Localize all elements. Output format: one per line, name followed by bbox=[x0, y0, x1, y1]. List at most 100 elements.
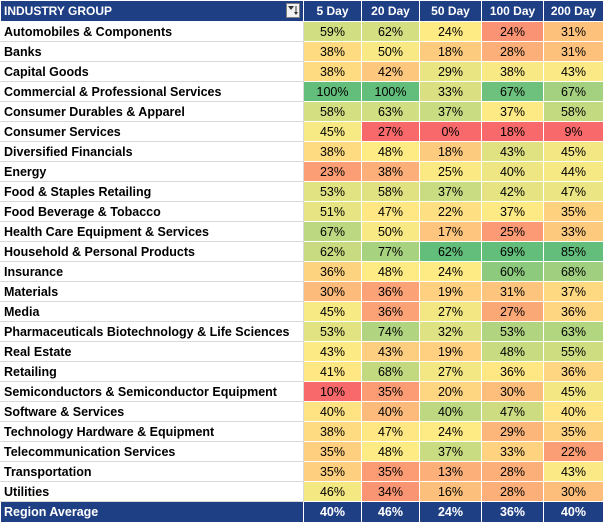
industry-group-cell[interactable]: Food Beverage & Tobacco bbox=[0, 201, 304, 222]
industry-group-cell[interactable]: Semiconductors & Semiconductor Equipment bbox=[0, 381, 304, 402]
industry-group-cell[interactable]: Transportation bbox=[0, 461, 304, 482]
value-cell[interactable]: 43% bbox=[543, 61, 604, 82]
header-100-day[interactable]: 100 Day bbox=[481, 0, 544, 22]
industry-group-header-cell[interactable]: INDUSTRY GROUP bbox=[0, 0, 304, 22]
value-cell[interactable]: 42% bbox=[481, 181, 544, 202]
value-cell[interactable]: 85% bbox=[543, 241, 604, 262]
value-cell[interactable]: 47% bbox=[543, 181, 604, 202]
value-cell[interactable]: 43% bbox=[361, 341, 420, 362]
value-cell[interactable]: 36% bbox=[361, 301, 420, 322]
value-cell[interactable]: 36% bbox=[543, 301, 604, 322]
value-cell[interactable]: 53% bbox=[481, 321, 544, 342]
value-cell[interactable]: 24% bbox=[419, 21, 482, 42]
value-cell[interactable]: 62% bbox=[303, 241, 362, 262]
value-cell[interactable]: 18% bbox=[419, 141, 482, 162]
value-cell[interactable]: 30% bbox=[543, 481, 604, 502]
value-cell[interactable]: 48% bbox=[361, 261, 420, 282]
value-cell[interactable]: 50% bbox=[361, 41, 420, 62]
value-cell[interactable]: 45% bbox=[543, 141, 604, 162]
industry-group-cell[interactable]: Consumer Services bbox=[0, 121, 304, 142]
value-cell[interactable]: 0% bbox=[419, 121, 482, 142]
industry-group-cell[interactable]: Banks bbox=[0, 41, 304, 62]
value-cell[interactable]: 40% bbox=[361, 401, 420, 422]
industry-group-cell[interactable]: Utilities bbox=[0, 481, 304, 502]
value-cell[interactable]: 59% bbox=[303, 21, 362, 42]
value-cell[interactable]: 43% bbox=[303, 341, 362, 362]
value-cell[interactable]: 19% bbox=[419, 281, 482, 302]
value-cell[interactable]: 46% bbox=[303, 481, 362, 502]
value-cell[interactable]: 38% bbox=[361, 161, 420, 182]
value-cell[interactable]: 100% bbox=[361, 81, 420, 102]
value-cell[interactable]: 31% bbox=[543, 21, 604, 42]
industry-group-cell[interactable]: Food & Staples Retailing bbox=[0, 181, 304, 202]
value-cell[interactable]: 30% bbox=[303, 281, 362, 302]
value-cell[interactable]: 13% bbox=[419, 461, 482, 482]
value-cell[interactable]: 77% bbox=[361, 241, 420, 262]
value-cell[interactable]: 19% bbox=[419, 341, 482, 362]
value-cell[interactable]: 48% bbox=[481, 341, 544, 362]
value-cell[interactable]: 24% bbox=[419, 261, 482, 282]
value-cell[interactable]: 35% bbox=[361, 381, 420, 402]
value-cell[interactable]: 37% bbox=[481, 201, 544, 222]
value-cell[interactable]: 67% bbox=[303, 221, 362, 242]
header-20-day[interactable]: 20 Day bbox=[361, 0, 420, 22]
value-cell[interactable]: 35% bbox=[543, 201, 604, 222]
value-cell[interactable]: 35% bbox=[361, 461, 420, 482]
region-average-20-day[interactable]: 46% bbox=[361, 501, 420, 522]
header-50-day[interactable]: 50 Day bbox=[419, 0, 482, 22]
value-cell[interactable]: 55% bbox=[543, 341, 604, 362]
value-cell[interactable]: 36% bbox=[543, 361, 604, 382]
value-cell[interactable]: 28% bbox=[481, 461, 544, 482]
value-cell[interactable]: 68% bbox=[361, 361, 420, 382]
value-cell[interactable]: 32% bbox=[419, 321, 482, 342]
value-cell[interactable]: 38% bbox=[303, 421, 362, 442]
value-cell[interactable]: 34% bbox=[361, 481, 420, 502]
value-cell[interactable]: 58% bbox=[543, 101, 604, 122]
industry-group-cell[interactable]: Pharmaceuticals Biotechnology & Life Sci… bbox=[0, 321, 304, 342]
value-cell[interactable]: 37% bbox=[419, 181, 482, 202]
value-cell[interactable]: 25% bbox=[481, 221, 544, 242]
value-cell[interactable]: 24% bbox=[419, 421, 482, 442]
value-cell[interactable]: 27% bbox=[419, 301, 482, 322]
value-cell[interactable]: 50% bbox=[361, 221, 420, 242]
value-cell[interactable]: 45% bbox=[303, 301, 362, 322]
value-cell[interactable]: 29% bbox=[481, 421, 544, 442]
region-average-label[interactable]: Region Average bbox=[0, 501, 304, 522]
value-cell[interactable]: 35% bbox=[303, 461, 362, 482]
value-cell[interactable]: 43% bbox=[543, 461, 604, 482]
value-cell[interactable]: 74% bbox=[361, 321, 420, 342]
value-cell[interactable]: 38% bbox=[303, 141, 362, 162]
industry-group-cell[interactable]: Materials bbox=[0, 281, 304, 302]
value-cell[interactable]: 37% bbox=[481, 101, 544, 122]
value-cell[interactable]: 41% bbox=[303, 361, 362, 382]
value-cell[interactable]: 33% bbox=[543, 221, 604, 242]
value-cell[interactable]: 62% bbox=[419, 241, 482, 262]
value-cell[interactable]: 20% bbox=[419, 381, 482, 402]
value-cell[interactable]: 36% bbox=[481, 361, 544, 382]
value-cell[interactable]: 45% bbox=[303, 121, 362, 142]
industry-group-cell[interactable]: Real Estate bbox=[0, 341, 304, 362]
value-cell[interactable]: 33% bbox=[481, 441, 544, 462]
value-cell[interactable]: 18% bbox=[419, 41, 482, 62]
industry-group-cell[interactable]: Media bbox=[0, 301, 304, 322]
industry-group-cell[interactable]: Energy bbox=[0, 161, 304, 182]
value-cell[interactable]: 58% bbox=[303, 101, 362, 122]
value-cell[interactable]: 37% bbox=[543, 281, 604, 302]
value-cell[interactable]: 37% bbox=[419, 101, 482, 122]
value-cell[interactable]: 40% bbox=[481, 161, 544, 182]
region-average-200-day[interactable]: 40% bbox=[543, 501, 604, 522]
value-cell[interactable]: 45% bbox=[543, 381, 604, 402]
value-cell[interactable]: 100% bbox=[303, 81, 362, 102]
value-cell[interactable]: 29% bbox=[419, 61, 482, 82]
value-cell[interactable]: 42% bbox=[361, 61, 420, 82]
industry-group-cell[interactable]: Capital Goods bbox=[0, 61, 304, 82]
value-cell[interactable]: 40% bbox=[303, 401, 362, 422]
value-cell[interactable]: 68% bbox=[543, 261, 604, 282]
value-cell[interactable]: 38% bbox=[303, 41, 362, 62]
value-cell[interactable]: 38% bbox=[303, 61, 362, 82]
value-cell[interactable]: 33% bbox=[419, 81, 482, 102]
value-cell[interactable]: 28% bbox=[481, 41, 544, 62]
industry-group-cell[interactable]: Technology Hardware & Equipment bbox=[0, 421, 304, 442]
value-cell[interactable]: 48% bbox=[361, 441, 420, 462]
value-cell[interactable]: 63% bbox=[543, 321, 604, 342]
